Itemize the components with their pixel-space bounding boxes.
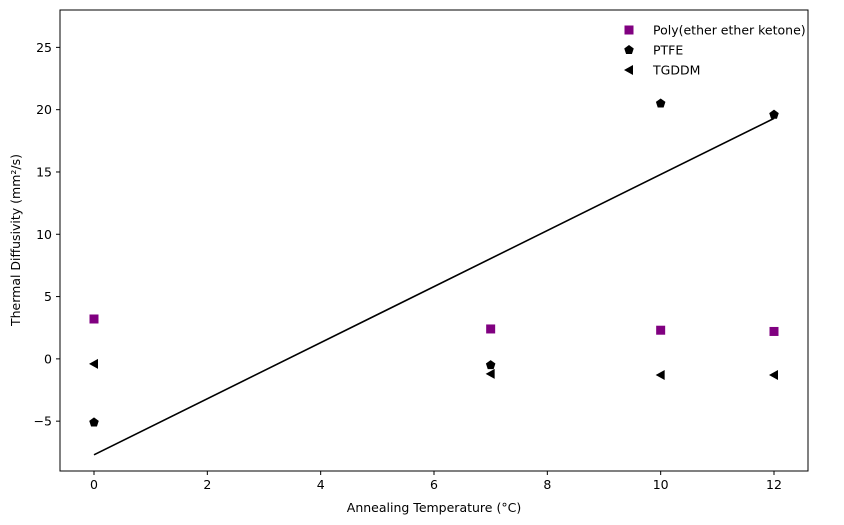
- y-axis-title: Thermal Diffusivity (mm²/s): [8, 154, 23, 327]
- x-axis: 0 2 4 6 8 10 12: [90, 471, 782, 492]
- data-point-series-1: [89, 417, 99, 427]
- x-axis-title: Annealing Temperature (°C): [347, 500, 521, 515]
- y-tick-label: 25: [36, 40, 52, 55]
- data-point-series-1: [769, 109, 779, 119]
- y-tick-label: 15: [36, 164, 52, 179]
- data-point-series-0: [769, 326, 779, 336]
- legend-label-0: Poly(ether ether ketone): [653, 23, 806, 38]
- data-point-series-0: [656, 325, 666, 335]
- x-tick-label: 4: [317, 477, 325, 492]
- fit-line: [93, 117, 775, 456]
- data-point-series-2: [769, 370, 778, 381]
- legend-marker-1: [624, 45, 634, 55]
- legend: Poly(ether ether ketone) PTFE TGDDM: [624, 23, 806, 78]
- data-point-series-1: [485, 360, 496, 370]
- y-tick-label: 10: [36, 227, 52, 242]
- x-tick-label: 0: [90, 477, 98, 492]
- y-tick-label: 5: [44, 289, 52, 304]
- data-point-series-0: [89, 314, 99, 324]
- x-tick-label: 10: [653, 477, 669, 492]
- legend-marker-2: [624, 65, 633, 75]
- legend-label-2: TGDDM: [652, 63, 700, 78]
- x-tick-label: 12: [766, 477, 782, 492]
- plot-area: [59, 9, 809, 472]
- x-tick-label: 6: [430, 477, 438, 492]
- fit-line-group: [93, 117, 775, 456]
- data-point-series-1: [655, 98, 666, 108]
- x-tick-label: 8: [543, 477, 551, 492]
- x-tick-label: 2: [203, 477, 211, 492]
- y-tick-label: 20: [36, 102, 52, 117]
- data-point-series-2: [485, 368, 495, 379]
- data-point-series-2: [655, 370, 665, 381]
- legend-label-1: PTFE: [653, 43, 683, 58]
- data-point-series-2: [89, 358, 98, 369]
- legend-marker-0: [624, 25, 634, 35]
- y-tick-label: 0: [44, 351, 52, 366]
- y-axis: −5 0 5 10 15 20 25: [34, 40, 60, 429]
- data-point-series-0: [486, 324, 496, 334]
- y-tick-label: −5: [34, 414, 52, 429]
- data-points: [89, 98, 779, 427]
